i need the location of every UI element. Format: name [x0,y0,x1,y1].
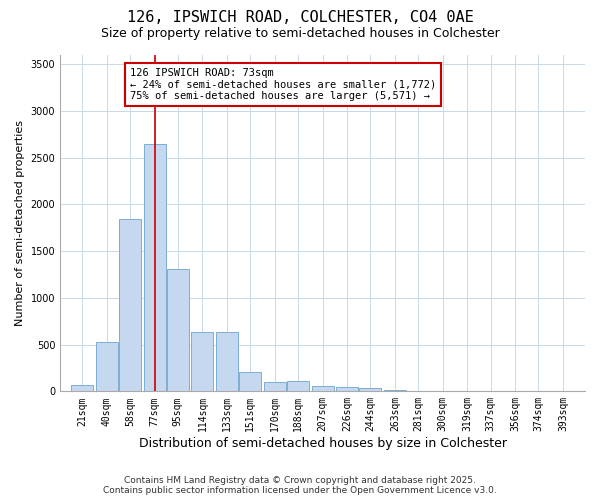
Text: 126, IPSWICH ROAD, COLCHESTER, CO4 0AE: 126, IPSWICH ROAD, COLCHESTER, CO4 0AE [127,10,473,25]
Bar [143,144,166,392]
Y-axis label: Number of semi-detached properties: Number of semi-detached properties [15,120,25,326]
Bar [191,332,214,392]
Bar [311,386,334,392]
Bar [287,381,309,392]
Bar [96,342,118,392]
Bar [71,385,93,392]
X-axis label: Distribution of semi-detached houses by size in Colchester: Distribution of semi-detached houses by … [139,437,506,450]
Bar [264,382,286,392]
Bar [119,220,141,392]
Bar [384,390,406,392]
Text: Contains HM Land Registry data © Crown copyright and database right 2025.
Contai: Contains HM Land Registry data © Crown c… [103,476,497,495]
Bar [359,388,382,392]
Bar [239,372,261,392]
Text: 126 IPSWICH ROAD: 73sqm
← 24% of semi-detached houses are smaller (1,772)
75% of: 126 IPSWICH ROAD: 73sqm ← 24% of semi-de… [130,68,436,102]
Bar [336,386,358,392]
Bar [167,269,189,392]
Text: Size of property relative to semi-detached houses in Colchester: Size of property relative to semi-detach… [101,28,499,40]
Bar [216,332,238,392]
